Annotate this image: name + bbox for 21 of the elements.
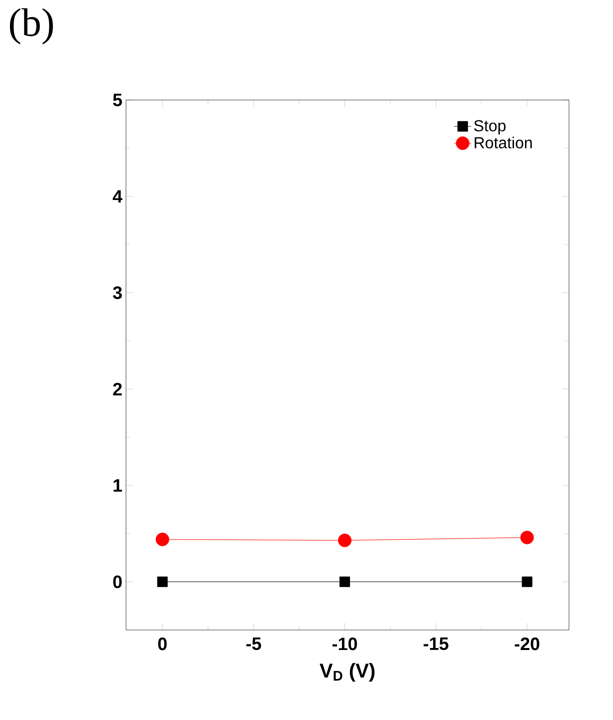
x-tick-label: -10 xyxy=(332,638,357,650)
legend-label: Stop xyxy=(474,120,506,135)
y-tick-label: 1 xyxy=(114,479,122,492)
y-tick-label: 2 xyxy=(113,382,122,396)
x-tick-label: -5 xyxy=(246,638,262,650)
point xyxy=(338,534,352,548)
x-tick-label: -20 xyxy=(514,638,540,650)
legend-label: Rotation xyxy=(474,136,532,148)
y-tick-label: 3 xyxy=(112,286,122,300)
x-axis-title: V$_{D}$ (V) xyxy=(320,663,374,682)
point xyxy=(520,530,534,544)
y-tick-label: 0 xyxy=(113,575,122,588)
point xyxy=(340,576,350,588)
y-tick-label: 4 xyxy=(112,190,122,203)
point xyxy=(156,532,170,546)
point xyxy=(157,576,168,588)
text: (b) xyxy=(10,8,53,44)
x-tick-label: -15 xyxy=(424,638,448,650)
x-tick-label: 0 xyxy=(158,638,167,650)
y-tick-label: 5 xyxy=(113,94,122,106)
point xyxy=(522,576,532,588)
